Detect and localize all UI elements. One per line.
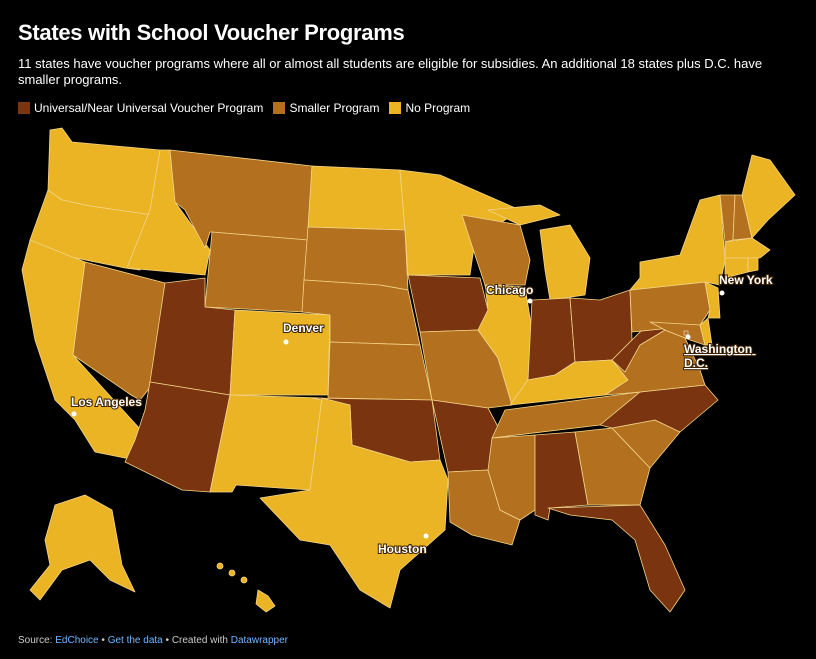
state-rhode-island[interactable] xyxy=(747,257,759,273)
state-texas[interactable] xyxy=(259,397,449,609)
state-hawaii-island-2 xyxy=(228,569,236,577)
city-label-houston: Houston xyxy=(378,542,427,556)
city-dot-chicago xyxy=(527,298,533,304)
footer-separator-2: • xyxy=(165,635,170,646)
legend: Universal/Near Universal Voucher Program… xyxy=(18,100,480,116)
legend-swatch-smaller xyxy=(273,102,286,114)
city-label-new-york: New York xyxy=(719,273,773,287)
city-label-chicago: Chicago xyxy=(486,283,533,297)
state-massachusetts[interactable] xyxy=(724,237,771,259)
legend-item-none: No Program xyxy=(389,101,470,115)
state-new-york[interactable] xyxy=(629,194,726,291)
city-dot-denver xyxy=(283,339,289,345)
legend-label-smaller: Smaller Program xyxy=(289,101,380,115)
map-subtitle: 11 states have voucher programs where al… xyxy=(18,56,763,87)
state-new-jersey[interactable] xyxy=(704,281,721,319)
state-district-of-columbia[interactable] xyxy=(683,330,689,336)
legend-swatch-none xyxy=(389,102,402,114)
legend-item-universal: Universal/Near Universal Voucher Program xyxy=(18,101,263,115)
state-south-dakota[interactable] xyxy=(303,226,409,291)
state-hawaii-island-1 xyxy=(216,562,224,570)
state-georgia[interactable] xyxy=(574,427,651,506)
footer-created-with: Created with xyxy=(171,635,228,646)
state-michigan[interactable] xyxy=(539,224,591,301)
state-hawaii[interactable] xyxy=(255,589,276,613)
state-new-mexico[interactable] xyxy=(209,394,323,493)
city-dot-los-angeles xyxy=(71,411,77,417)
state-wyoming[interactable] xyxy=(204,231,309,313)
city-dot-houston xyxy=(423,533,429,539)
city-markers: Chicago New York Denver Washington D.C. … xyxy=(70,272,774,557)
city-label-washington-dc-line2: D.C. xyxy=(684,356,708,370)
legend-label-none: No Program xyxy=(405,101,471,115)
footer: Source: EdChoice • Get the data • Create… xyxy=(18,635,288,646)
city-label-los-angeles: Los Angeles xyxy=(71,395,142,409)
legend-item-smaller: Smaller Program xyxy=(273,101,379,115)
footer-tool-link[interactable]: Datawrapper xyxy=(230,635,288,646)
state-minnesota[interactable] xyxy=(399,169,521,276)
city-label-denver: Denver xyxy=(283,321,324,335)
city-dot-washington-dc xyxy=(685,334,691,340)
footer-source-link[interactable]: EdChoice xyxy=(55,635,99,646)
footer-get-data-link[interactable]: Get the data xyxy=(107,635,163,646)
state-iowa[interactable] xyxy=(407,274,489,333)
state-maine[interactable] xyxy=(741,154,796,239)
state-hawaii-island-3 xyxy=(240,576,248,584)
state-michigan-up[interactable] xyxy=(487,204,561,226)
state-alaska[interactable] xyxy=(29,494,136,601)
legend-swatch-universal xyxy=(18,102,30,114)
state-florida[interactable] xyxy=(547,504,686,613)
footer-source-label: Source: xyxy=(18,635,53,646)
city-dot-new-york xyxy=(719,290,725,296)
state-maryland[interactable] xyxy=(649,321,706,346)
map-title: States with School Voucher Programs xyxy=(18,20,405,45)
city-label-washington-dc-line1: Washington xyxy=(684,342,752,356)
state-kansas[interactable] xyxy=(327,341,433,401)
footer-separator-1: • xyxy=(101,635,105,646)
state-delaware[interactable] xyxy=(699,317,713,346)
legend-label-universal: Universal/Near Universal Voucher Program xyxy=(34,101,264,115)
city-label-washington-dc: Washington D.C. xyxy=(684,342,756,370)
state-north-dakota[interactable] xyxy=(307,165,406,231)
